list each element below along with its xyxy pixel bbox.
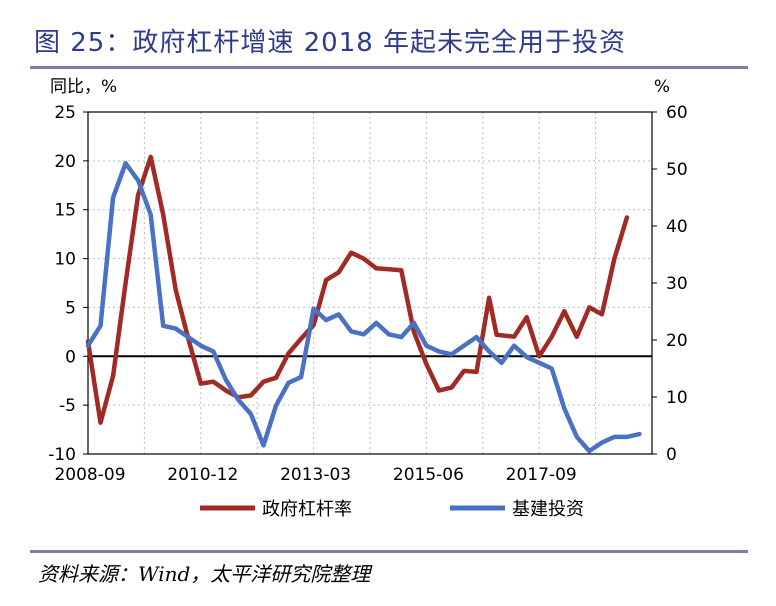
legend-label: 基建投资 <box>512 499 584 520</box>
right-tick-label: 30 <box>666 274 688 294</box>
left-tick-label: 5 <box>65 298 76 318</box>
left-tick-label: 25 <box>54 103 76 123</box>
right-tick-label: 40 <box>666 217 688 237</box>
left-axis-unit: 同比，% <box>50 77 117 97</box>
x-tick-label: 2017-09 <box>506 465 577 485</box>
left-tick-label: 20 <box>54 152 76 172</box>
series-line-gov-leverage <box>85 154 630 425</box>
series-line-infrastructure <box>85 161 642 454</box>
x-tick-label: 2010-12 <box>167 465 238 485</box>
left-tick-label: 10 <box>54 250 76 270</box>
series-layer <box>85 154 642 454</box>
right-axis-unit: % <box>654 77 670 97</box>
source-note: 资料来源：Wind，太平洋研究院整理 <box>38 562 371 586</box>
left-tick-label: -10 <box>48 445 76 465</box>
grid-layer <box>88 112 652 454</box>
x-tick-label: 2008-09 <box>54 465 125 485</box>
axis-layer: -10 -5 0 5 10 15 20 25 0 10 20 30 40 50 60 同比，% % 2008-09… <box>48 77 687 485</box>
footer-rule <box>30 550 748 553</box>
legend-layer: 政府杠杆率 基建投资 <box>200 499 584 520</box>
chart-title: 图 25：政府杠杆增速 2018 年起未完全用于投资 <box>34 28 627 58</box>
legend-label: 政府杠杆率 <box>262 499 352 520</box>
right-tick-label: 10 <box>666 388 688 408</box>
x-tick-label: 2013-03 <box>280 465 351 485</box>
left-tick-label: 15 <box>54 201 76 221</box>
right-tick-label: 20 <box>666 331 688 351</box>
title-rule <box>30 66 748 69</box>
right-tick-label: 60 <box>666 103 688 123</box>
left-tick-label: -5 <box>59 396 76 416</box>
right-tick-label: 50 <box>666 160 688 180</box>
x-tick-label: 2015-06 <box>393 465 464 485</box>
left-tick-label: 0 <box>65 347 76 367</box>
right-tick-label: 0 <box>666 445 677 465</box>
